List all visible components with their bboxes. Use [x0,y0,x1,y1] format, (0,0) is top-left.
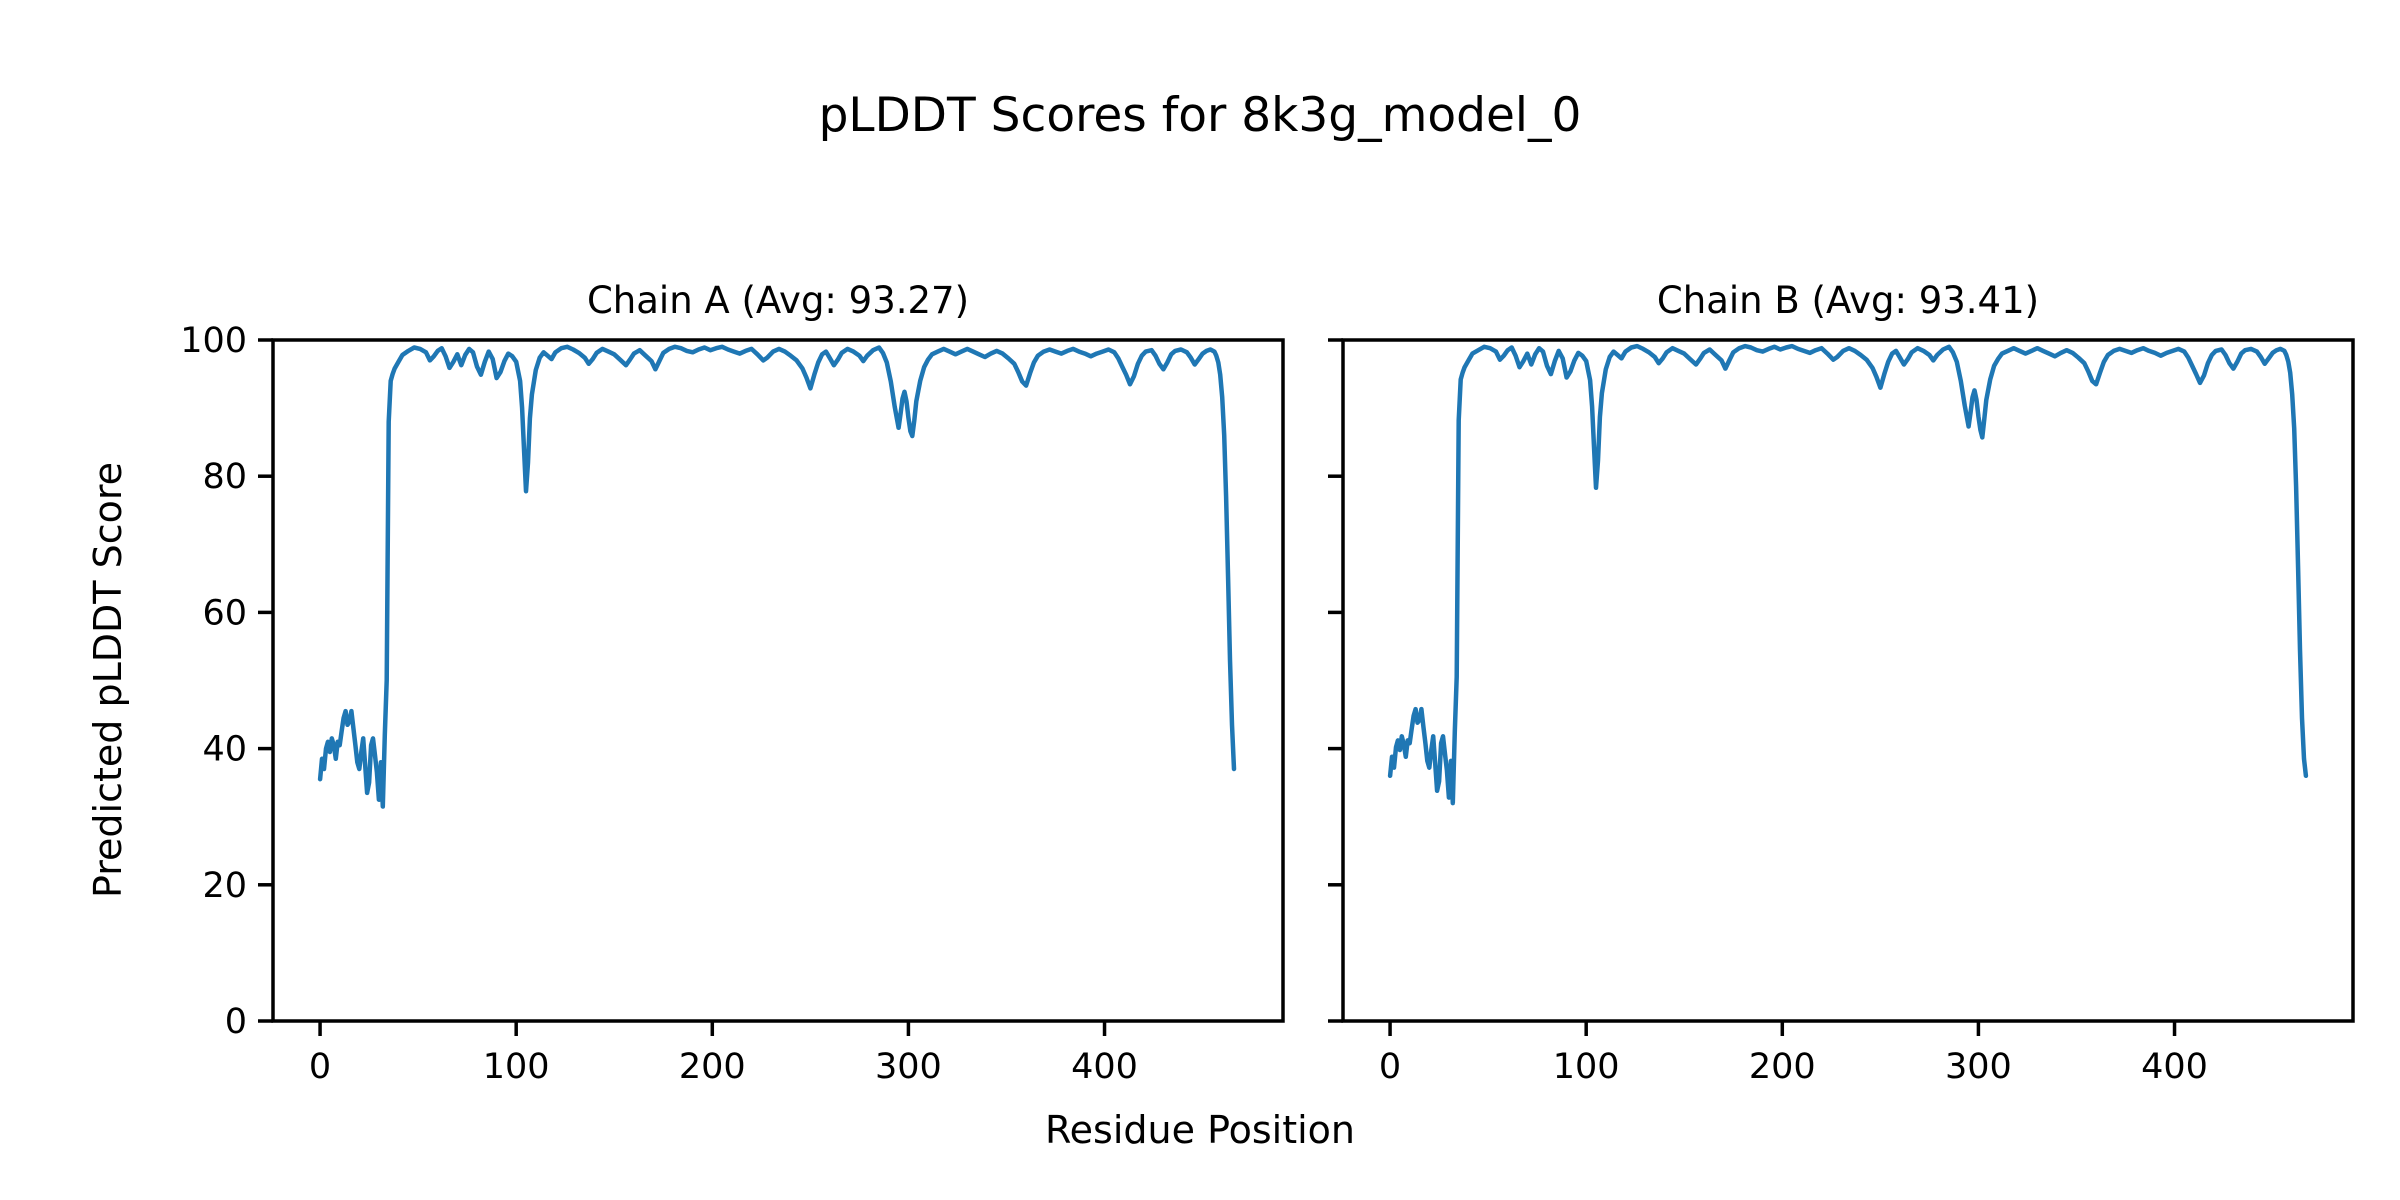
chain-a-plot: 0 100 200 300 400 0 20 40 60 80 100 [180,321,1285,1087]
plddt-line-chain-b [1387,343,2309,806]
y-tick-label: 20 [202,866,247,906]
y-tick-label: 0 [225,1002,247,1042]
figure-suptitle: pLDDT Scores for 8k3g_model_0 [818,88,1582,143]
chain-b-plot: 0 100 200 300 400 [1328,338,2355,1087]
y-tick-label: 60 [202,593,247,633]
x-tick-label: 400 [2141,1047,2208,1087]
x-tick-label: 400 [1071,1047,1138,1087]
chain-b-title: Chain B (Avg: 93.41) [1656,279,2040,322]
axes-frame [271,338,1285,1023]
x-tick-label: 0 [1379,1047,1401,1087]
x-tick-label: 300 [1945,1047,2012,1087]
x-tick-label: 0 [309,1047,331,1087]
x-tick-label: 200 [679,1047,746,1087]
axes-frame [1341,338,2355,1023]
plddt-line-chain-a [317,344,1237,809]
x-axis-label: Residue Position [1044,1108,1356,1152]
y-axis-label: Predicted pLDDT Score [86,462,130,898]
y-tick-label: 40 [202,730,247,770]
y-tick-label: 100 [180,321,247,361]
chain-a-title: Chain A (Avg: 93.27) [586,279,970,322]
x-tick-label: 100 [483,1047,550,1087]
x-tick-label: 300 [875,1047,942,1087]
x-tick-label: 200 [1749,1047,1816,1087]
x-tick-label: 100 [1553,1047,1620,1087]
y-tick-label: 80 [202,457,247,497]
